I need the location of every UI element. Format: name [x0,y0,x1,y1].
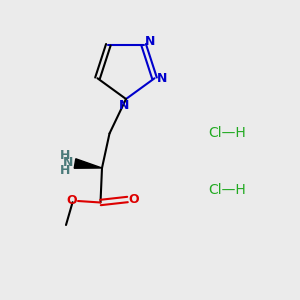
Polygon shape [74,159,102,168]
Text: N: N [157,72,167,86]
Text: H: H [60,164,70,178]
Text: Cl—H: Cl—H [208,127,246,140]
Text: H: H [60,148,70,162]
Text: N: N [119,99,130,112]
Text: O: O [67,194,77,207]
Text: N: N [144,35,155,48]
Text: Cl—H: Cl—H [208,184,246,197]
Text: O: O [129,193,140,206]
Text: N: N [63,156,73,170]
